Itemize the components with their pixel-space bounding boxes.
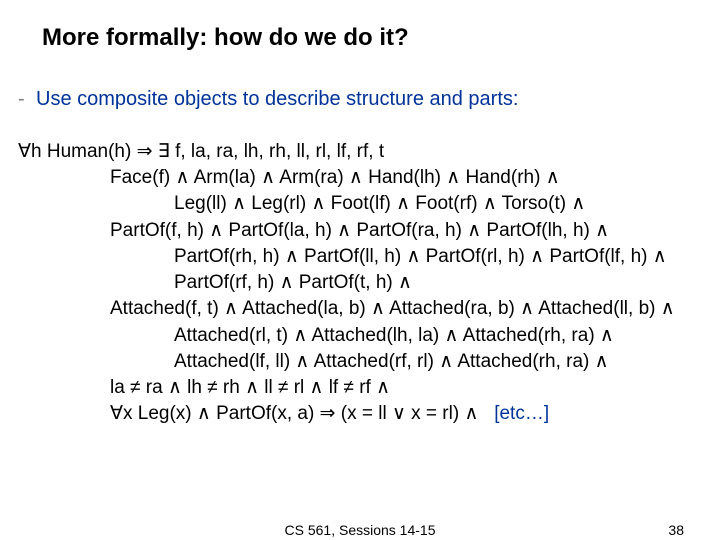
formula-line: Face(f) ∧ Arm(la) ∧ Arm(ra) ∧ Hand(lh) ∧…: [18, 165, 684, 191]
formula-line: ∀h Human(h) ⇒ ∃ f, la, ra, lh, rh, ll, r…: [18, 139, 684, 165]
formula-body: ∀h Human(h) ⇒ ∃ f, la, ra, lh, rh, ll, r…: [18, 139, 684, 427]
slide-title: More formally: how do we do it?: [42, 24, 684, 52]
bullet-dash-icon: -: [18, 88, 36, 111]
bullet-text: Use composite objects to describe struct…: [36, 88, 518, 111]
footer-center: CS 561, Sessions 14-15: [285, 522, 436, 538]
formula-line: la ≠ ra ∧ lh ≠ rh ∧ ll ≠ rl ∧ lf ≠ rf ∧: [18, 375, 684, 401]
etc-text: [etc…]: [494, 403, 549, 424]
formula-line: ∀x Leg(x) ∧ PartOf(x, a) ⇒ (x = ll ∨ x =…: [18, 401, 684, 427]
slide: More formally: how do we do it? - Use co…: [0, 0, 720, 540]
formula-line: PartOf(rf, h) ∧ PartOf(t, h) ∧: [18, 270, 684, 296]
formula-line-text: ∀x Leg(x) ∧ PartOf(x, a) ⇒ (x = ll ∨ x =…: [110, 403, 494, 424]
formula-line: PartOf(f, h) ∧ PartOf(la, h) ∧ PartOf(ra…: [18, 218, 684, 244]
formula-line: Attached(rl, t) ∧ Attached(lh, la) ∧ Att…: [18, 323, 684, 349]
formula-line: Leg(ll) ∧ Leg(rl) ∧ Foot(lf) ∧ Foot(rf) …: [18, 191, 684, 217]
formula-line: Attached(lf, ll) ∧ Attached(rf, rl) ∧ At…: [18, 349, 684, 375]
formula-line: Attached(f, t) ∧ Attached(la, b) ∧ Attac…: [18, 296, 684, 322]
slide-number: 38: [668, 522, 684, 538]
bullet-item: - Use composite objects to describe stru…: [18, 88, 684, 111]
formula-line: PartOf(rh, h) ∧ PartOf(ll, h) ∧ PartOf(r…: [18, 244, 684, 270]
